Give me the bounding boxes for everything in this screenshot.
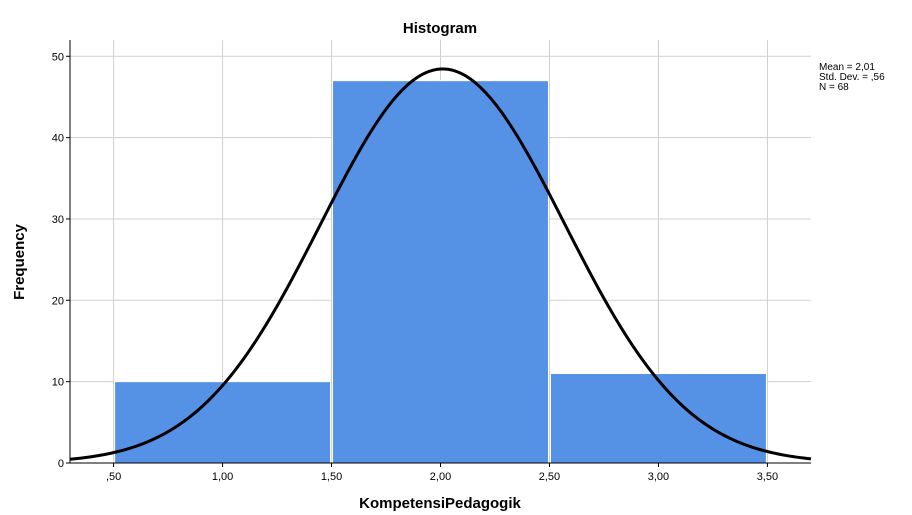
histogram-bar [549,373,767,464]
y-axis-label: Frequency [11,223,28,300]
x-tick-label: 2,00 [430,471,451,483]
x-tick-label: 3,00 [648,471,669,483]
x-axis-label: KompetensiPedagogik [359,495,521,512]
normal-curve-group [69,67,812,461]
x-tick-label: 1,00 [212,471,233,483]
stats-n: N = 68 [819,82,849,93]
x-tick-label: 2,50 [539,471,560,483]
x-tick-label: 3,50 [757,471,778,483]
histogram-bar [114,381,332,464]
y-tick-label: 30 [52,214,64,226]
histogram-bar [332,80,549,464]
y-tick-label: 40 [52,133,64,145]
chart-title: Histogram [403,20,477,37]
stats-std-dev: Std. Dev. = ,56 [819,72,885,83]
y-tick-label: 20 [52,295,64,307]
y-tick-label: 0 [58,458,64,470]
x-tick-label: ,50 [106,471,121,483]
y-tick-label: 10 [52,377,64,389]
stats-mean: Mean = 2,01 [819,62,875,73]
tick-labels: 0 10 20 30 40 50 ,50 1,00 1,50 2,00 2,50 3,00 3,50 [52,51,778,483]
x-tick-label: 1,50 [321,471,342,483]
histogram-bars [114,80,767,464]
normal-curve [69,67,812,461]
y-tick-label: 50 [52,51,64,63]
